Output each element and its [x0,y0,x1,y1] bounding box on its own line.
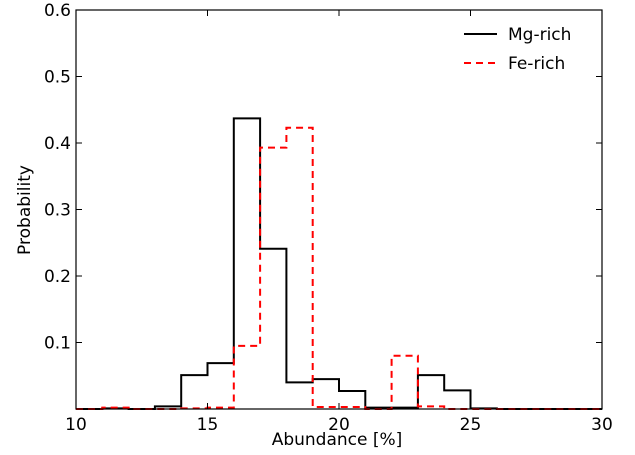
y-tick-label: 0.1 [44,334,71,354]
y-tick-label: 0.6 [44,1,71,21]
y-tick-label: 0.5 [44,68,71,88]
x-tick-label: 10 [65,415,87,435]
legend-label-fe-rich: Fe-rich [508,54,565,74]
x-axis-title: Abundance [%] [272,430,403,450]
x-tick-label: 30 [591,415,613,435]
y-tick-label: 0.2 [44,267,71,287]
ticks: 10 15 20 25 30 0.1 0.2 0.3 0.4 0.5 0.6 [44,1,613,435]
legend: Mg-rich Fe-rich [464,25,571,74]
series-layer [76,117,602,410]
x-tick-label: 15 [197,415,219,435]
x-tick-label: 20 [328,415,350,435]
y-axis-title: Probability [15,165,35,255]
series-line-fe-rich [76,126,602,410]
series-line-mg-rich [76,117,602,410]
y-tick-label: 0.4 [44,134,71,154]
x-tick-label: 25 [460,415,482,435]
legend-label-mg-rich: Mg-rich [508,25,571,45]
y-tick-label: 0.3 [44,201,71,221]
